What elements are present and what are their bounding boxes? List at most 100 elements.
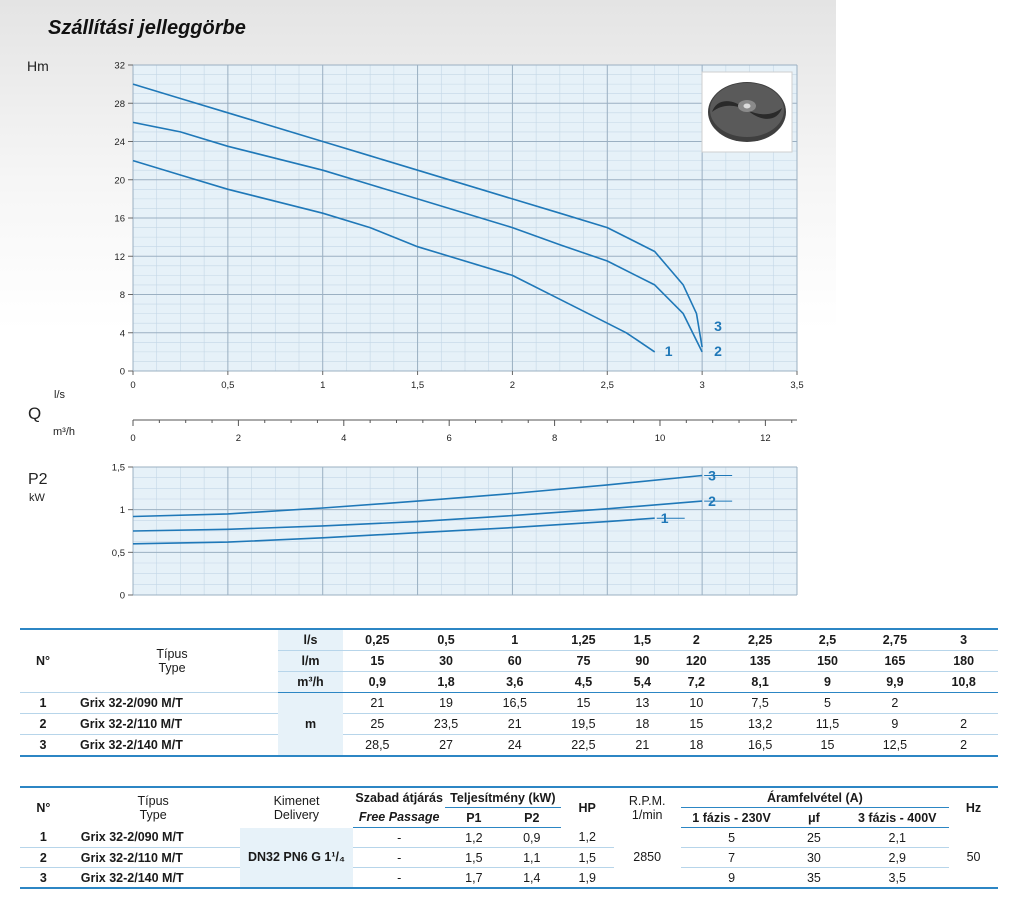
unit-lm: l/m <box>278 650 343 672</box>
head-cell: 28,5 <box>365 738 390 752</box>
head-cell: 18 <box>617 713 667 735</box>
col-header-type: Típus Type <box>67 787 240 828</box>
flow-lm-cell: 75 <box>549 650 618 672</box>
table-row: 2 Grix 32-2/110 M/T - 1,5 1,1 1,5 7 30 2… <box>20 847 998 868</box>
flow-lm-cell: 180 <box>929 650 998 672</box>
rpm-unit-header: 1/min <box>631 807 663 822</box>
unit-m: m <box>278 692 343 757</box>
row-type: Grix 32-2/090 M/T <box>66 827 240 848</box>
table-row: 1 Grix 32-2/090 M/T DN32 PN6 G 1¹/₄ - 1,… <box>20 827 998 889</box>
y-tick-label: 8 <box>120 290 125 301</box>
table-row: m³/h 0,9 1,8 3,6 4,5 5,4 7,2 8,1 9 9,9 10,8 <box>20 671 998 693</box>
col-header-type: Típus Type <box>66 629 278 693</box>
row-no: 1 <box>20 827 67 848</box>
row-type: Grix 32-2/140 M/T <box>80 738 183 752</box>
row-uf: 25 <box>782 827 846 848</box>
col-header-uf: μf <box>782 807 846 828</box>
flow-m3h-cell: 5,4 <box>617 671 667 693</box>
row-p1: 1,7 <box>465 870 483 885</box>
flow-lm-cell: 165 <box>860 650 930 672</box>
head-cell: 18 <box>689 738 704 752</box>
y-tick-label: 0 <box>120 367 125 378</box>
m3h-tick-label: 8 <box>552 433 557 444</box>
flow-m3h-axis: 0 2 4 6 8 10 12 <box>130 419 797 444</box>
head-cell: 2 <box>860 692 930 714</box>
flow-lm-cell: 135 <box>725 650 795 672</box>
flow-m3h-cell: 3,6 <box>480 671 550 693</box>
head-cell: 5 <box>794 692 861 714</box>
row-a3: 2,1 <box>845 827 950 848</box>
x-tick-label: 1 <box>320 380 325 391</box>
table-row: Free Passage P1 P2 1 fázis - 230V μf 3 f… <box>20 807 998 828</box>
row-a3: 2,9 <box>845 847 950 868</box>
head-cell: 15 <box>820 738 835 752</box>
row-p2: 1,4 <box>523 870 541 885</box>
col-header-hz: Hz <box>965 800 982 815</box>
head-cell <box>929 692 998 714</box>
row-type: Grix 32-2/110 M/T <box>66 713 278 735</box>
y-tick-label: 1 <box>120 505 125 516</box>
y-tick-label: 32 <box>114 61 125 72</box>
row-uf: 35 <box>806 870 821 885</box>
m3h-tick-label: 0 <box>130 433 135 444</box>
power-unit-label: kW <box>29 492 45 504</box>
head-cell: 23,5 <box>411 713 481 735</box>
m3h-tick-label: 12 <box>760 433 771 444</box>
head-cell: 2 <box>960 738 968 752</box>
specification-table: N° Típus Type Kimenet Delivery Szabad át… <box>20 786 998 889</box>
flow-m3h-cell: 0,9 <box>343 671 412 693</box>
head-cell: 25 <box>343 713 412 735</box>
series-label-1: 1 <box>661 510 669 526</box>
table-row: 3 Grix 32-2/140 M/T - 1,7 1,4 1,9 9 35 3… <box>20 868 998 889</box>
col-header-no: N° <box>20 629 66 693</box>
col-header-rpm: R.P.M. 1/min <box>614 787 681 828</box>
flow-m3h-cell: 4,5 <box>549 671 618 693</box>
flow-m3h-cell: 1,8 <box>411 671 481 693</box>
type-header-hu: Típus <box>156 647 188 661</box>
row-hp: 1,5 <box>560 847 614 868</box>
series-label-3: 3 <box>714 318 722 334</box>
y-tick-label: 16 <box>114 214 125 225</box>
power-chart: 0 0,5 1 1,5 1 2 3 <box>112 463 798 602</box>
rpm-value: 2850 <box>613 827 681 889</box>
row-a3: 3,5 <box>888 870 906 885</box>
head-cell: 9 <box>860 713 930 735</box>
flow-unit-ls: l/s <box>54 389 65 401</box>
m3h-tick-label: 10 <box>655 433 666 444</box>
hz-value: 50 <box>949 827 998 889</box>
series-label-2: 2 <box>714 343 722 359</box>
col-header-power: Teljesítmény (kW) <box>444 787 561 808</box>
head-cell: 15 <box>549 692 618 714</box>
flow-lm-cell: 150 <box>794 650 861 672</box>
y-tick-label: 0,5 <box>112 548 125 559</box>
row-uf: 30 <box>782 847 846 868</box>
power-axis-label: P2 <box>28 471 48 488</box>
head-cell: 24 <box>507 738 522 752</box>
head-cell: 21 <box>635 738 650 752</box>
rpm-header: R.P.M. <box>628 793 666 808</box>
row-passage: - <box>397 870 402 885</box>
row-type: Grix 32-2/140 M/T <box>80 870 184 885</box>
y-tick-label: 12 <box>114 252 125 263</box>
head-cell: 10 <box>666 692 726 714</box>
performance-table: N° Típus Type l/s 0,25 0,5 1 1,25 1,5 2 2,25 2,… <box>20 628 998 757</box>
x-tick-label: 0,5 <box>221 380 234 391</box>
y-tick-label: 24 <box>114 137 125 148</box>
unit-m3h: m³/h <box>278 671 343 693</box>
row-p2: 0,9 <box>502 827 561 848</box>
flow-ls-cell: 0,25 <box>343 629 412 651</box>
outlet-value: DN32 PN6 G 1¹/₄ <box>239 827 354 889</box>
col-header-hp: HP <box>578 800 596 815</box>
m3h-tick-label: 4 <box>341 433 346 444</box>
page-title: Szállítási jelleggörbe <box>48 17 246 39</box>
row-a1: 7 <box>680 847 783 868</box>
m3h-tick-label: 2 <box>236 433 241 444</box>
head-cell: 15 <box>666 713 726 735</box>
flow-ls-cell: 0,5 <box>411 629 481 651</box>
row-no: 1 <box>20 692 66 714</box>
unit-ls: l/s <box>278 629 343 651</box>
x-tick-label: 3 <box>699 380 704 391</box>
head-cell: 2 <box>929 713 998 735</box>
